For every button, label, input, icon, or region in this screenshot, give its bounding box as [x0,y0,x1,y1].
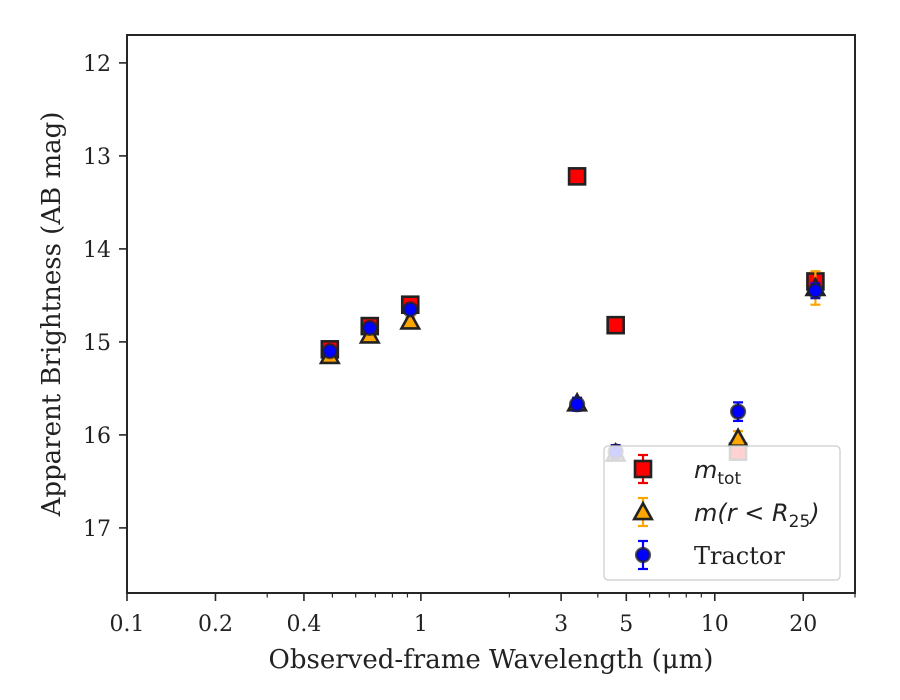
x-tick-label: 0.4 [286,612,321,637]
data-point [729,401,747,423]
x-tick-label: 5 [619,612,633,637]
y-tick-label: 17 [83,517,111,542]
data-point [567,167,587,186]
legend-label: mtot [694,456,741,489]
legend: mtot m(r < R25) Tractor [603,445,841,581]
y-tick-label: 14 [83,238,111,263]
point-marker [606,315,625,335]
x-tick-label: 0.2 [198,612,233,637]
y-tick-label: 16 [83,424,111,449]
x-tick-label: 20 [789,612,817,637]
plot-frame [126,34,856,594]
point-marker [399,309,422,330]
legend-marker [634,546,652,564]
point-marker [568,396,586,413]
x-tick-label: 0.1 [110,612,145,637]
legend-label: Tractor [694,542,785,570]
legend-marker [631,500,655,521]
legend-label: m(r < R25) [694,499,820,532]
point-marker [567,167,587,186]
legend-entry: m(r < R25) [631,496,820,532]
point-marker [321,343,338,360]
legend-marker [633,459,653,479]
data-point [727,427,750,448]
y-tick-label: 13 [83,145,111,170]
data-point [807,282,824,300]
data-point [399,309,422,330]
y-tick-label: 12 [83,52,111,77]
data-points [318,167,827,462]
data-point [361,319,378,337]
legend-entry: mtot [633,453,741,489]
x-tick-label: 1 [414,612,428,637]
data-point [321,343,338,360]
point-marker [807,282,824,299]
x-axis-title: Observed-frame Wavelength (μm) [269,645,714,675]
point-marker [729,403,747,420]
data-point [568,396,586,413]
data-point [402,301,419,318]
point-marker [727,427,750,447]
point-marker [402,301,419,318]
x-tick-label: 3 [554,612,568,637]
y-axis-title: Apparent Brightness (AB mag) [37,112,67,518]
data-point [606,315,625,335]
x-tick-label: 10 [701,612,729,637]
legend-box [603,445,841,581]
y-tick-label: 15 [83,331,111,356]
point-marker [361,319,378,337]
legend-entry: Tractor [634,539,785,571]
